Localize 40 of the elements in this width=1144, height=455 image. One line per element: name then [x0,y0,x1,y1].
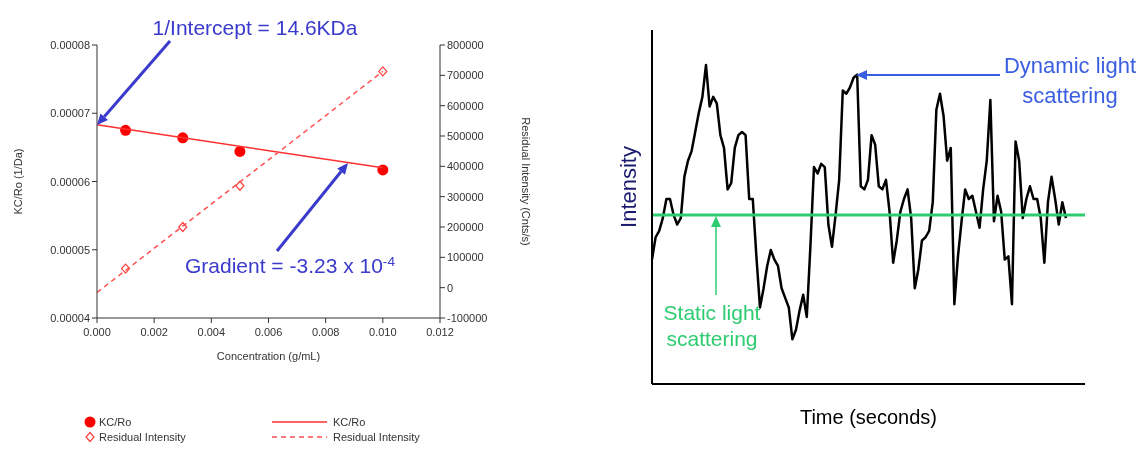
point [178,221,188,233]
y-tick-label: 0.00005 [50,243,90,256]
point [235,180,245,191]
y-tick-label: 0.00008 [50,39,90,51]
x-tick-label: 0.010 [369,326,397,338]
x-tick-label: 0.006 [254,326,283,338]
ref-line-label: Static light scattering [663,300,761,350]
y2-tick-label: -100000 [447,312,488,324]
annotation: Gradient = -3.23 x 10$^{-4}$ [184,253,396,277]
legend-label: KC/Ro [333,416,366,428]
x-axis-title: Time (seconds) [799,406,938,428]
annotation: Dynamic light scattering [1003,53,1137,108]
y2-tick-label: 500000 [447,130,484,142]
x-axis-title: Concentration (g/mL) [216,350,321,362]
y-axis-title: KC/Ro (1/Da) [12,148,24,215]
x-tick-label: 0.012 [426,326,454,338]
y-tick-label: 0.00006 [50,175,90,188]
y-axis-title: Intensity [616,146,641,228]
x-tick-label: 0.004 [197,326,226,338]
y2-tick-label: 400000 [447,160,484,173]
y2-tick-label: 600000 [447,99,484,112]
x-tick-label: 0.008 [311,326,340,338]
legend-label: KC/Ro [99,416,132,428]
y2-tick-label: 0 [447,281,454,294]
point [234,145,246,157]
y2-tick-label: 200000 [447,221,484,233]
legend-label: Residual Intensity [333,431,421,443]
y2-tick-label: 300000 [447,190,484,203]
x-tick-label: 0.002 [140,326,168,338]
y2-tick-label: 800000 [447,39,484,51]
text: 1/Intercept = 14.6KDa [152,16,358,39]
y-tick-label: 0.00004 [50,312,90,324]
y2-tick-label: 100000 [447,251,484,264]
legend-label: Residual Intensity [99,431,187,443]
point [120,263,131,274]
x-tick-label: 0.000 [83,326,111,338]
y-tick-label: 0.00007 [50,107,90,120]
y2-axis-title: Residual Intensity (Cnts/s) [520,117,532,246]
y2-tick-label: 700000 [447,69,484,82]
point [378,66,388,77]
